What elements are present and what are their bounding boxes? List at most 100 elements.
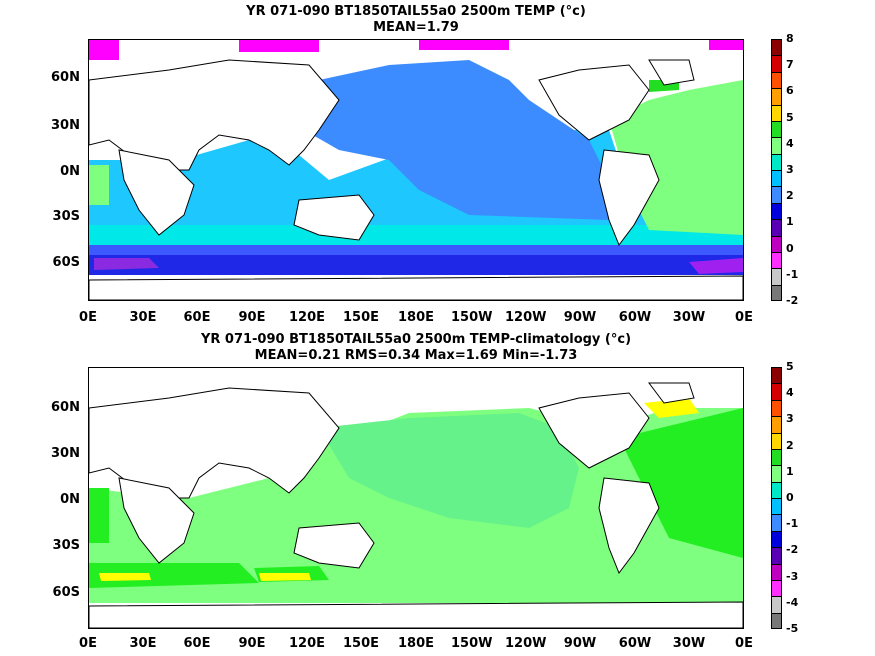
colorbar-segment [771, 481, 782, 498]
colorbar-label: 0 [786, 491, 794, 504]
colorbar-segment [771, 579, 782, 597]
colorbar-label: -5 [786, 622, 799, 635]
top-lon-label: 60E [183, 310, 211, 325]
top-lon-label: 0E [79, 310, 97, 325]
bottom-yellow-center [259, 573, 311, 581]
colorbar-segment [771, 367, 782, 384]
bottom-title-line1: YR 071-090 BT1850TAIL55a0 2500m TEMP-cli… [200, 332, 632, 347]
bottom-yellow-north [644, 398, 699, 418]
colorbar-segment [771, 284, 782, 301]
colorbar-segment [771, 170, 782, 187]
top-purple-patch-west [94, 258, 159, 270]
colorbar-segment [771, 153, 782, 170]
colorbar-segment [771, 120, 782, 138]
colorbar-label: 1 [786, 215, 794, 229]
colorbar-label: -2 [786, 294, 799, 307]
bottom-lon-label: 150W [451, 636, 493, 651]
bottom-lat-30s: 30S [52, 538, 80, 553]
colorbar-label: 3 [786, 412, 794, 426]
top-lon-label: 180E [397, 310, 435, 325]
colorbar-label: -1 [786, 517, 799, 531]
colorbar-segment [771, 416, 782, 433]
colorbar-segment [771, 71, 782, 89]
top-lon-label: 150W [451, 310, 493, 325]
top-arctic-east [419, 40, 509, 50]
bottom-lat-60s: 60S [52, 585, 80, 600]
top-colorbar [771, 39, 782, 301]
top-lon-label: 30W [672, 310, 706, 325]
bottom-lon-label: 60W [618, 636, 652, 651]
colorbar-label: 2 [786, 438, 794, 452]
colorbar-label: 4 [786, 136, 794, 150]
bottom-title-line2: MEAN=0.21 RMS=0.34 Max=1.69 Min=-1.73 [254, 348, 578, 363]
bottom-yellow-west [99, 573, 151, 581]
colorbar-segment [771, 383, 782, 400]
colorbar-segment [771, 498, 782, 515]
top-atlantic-west [89, 165, 109, 205]
colorbar-segment [771, 530, 782, 548]
colorbar-label: 4 [786, 386, 794, 400]
colorbar-label: 0 [786, 241, 794, 255]
colorbar-segment [771, 268, 782, 285]
colorbar-segment [771, 448, 782, 466]
bottom-colorbar [771, 367, 782, 629]
colorbar-label: -1 [786, 267, 799, 281]
colorbar-label: -2 [786, 543, 799, 557]
colorbar-segment [771, 563, 782, 580]
colorbar-segment [771, 612, 782, 629]
colorbar-segment [771, 465, 782, 482]
bottom-panel: YR 071-090 BT1850TAIL55a0 2500m TEMP-cli… [0, 330, 875, 656]
colorbar-segment [771, 399, 782, 417]
top-arctic-west [89, 40, 119, 60]
bottom-map-svg [89, 368, 743, 628]
bottom-lon-label: 0E [79, 636, 97, 651]
top-map-svg [89, 40, 743, 300]
top-purple-patch-east [689, 258, 743, 274]
bottom-south-atlantic [89, 563, 259, 588]
colorbar-label: -4 [786, 595, 799, 609]
bottom-lat-0n: 0N [60, 492, 80, 507]
colorbar-segment [771, 235, 782, 252]
top-lon-label: 30E [129, 310, 157, 325]
colorbar-segment [771, 547, 782, 564]
bottom-lon-label: 0E [735, 636, 753, 651]
top-lon-label: 60W [618, 310, 652, 325]
colorbar-segment [771, 202, 782, 220]
top-lat-0n: 0N [60, 164, 80, 179]
colorbar-label: 5 [786, 110, 794, 124]
top-lon-label: 150E [342, 310, 380, 325]
colorbar-segment [771, 39, 782, 56]
bottom-lon-label: 30E [129, 636, 157, 651]
bottom-atlantic [619, 408, 743, 558]
colorbar-label: 2 [786, 189, 794, 203]
bottom-lat-30n: 30N [51, 446, 80, 461]
top-lon-label: 120W [505, 310, 547, 325]
colorbar-label: -3 [786, 569, 799, 583]
bottom-lon-label: 180E [397, 636, 435, 651]
colorbar-label: 3 [786, 163, 794, 176]
colorbar-segment [771, 88, 782, 105]
top-map [88, 39, 744, 301]
top-pacific [304, 60, 609, 220]
colorbar-segment [771, 55, 782, 72]
bottom-lon-label: 60E [183, 636, 211, 651]
top-lat-60s: 60S [52, 255, 80, 270]
top-lon-label: 90W [563, 310, 597, 325]
bottom-pacific [319, 413, 579, 528]
top-lon-label: 0E [735, 310, 753, 325]
bottom-lon-label: 150E [342, 636, 380, 651]
top-lon-label: 120E [288, 310, 326, 325]
bottom-lon-label: 90W [563, 636, 597, 651]
top-arctic-center [239, 40, 319, 52]
colorbar-segment [771, 137, 782, 154]
bottom-land [89, 382, 743, 628]
top-southern-band [89, 225, 743, 250]
colorbar-label: 7 [786, 58, 794, 72]
bottom-lon-label: 120W [505, 636, 547, 651]
top-land [89, 59, 743, 300]
colorbar-segment [771, 186, 782, 203]
colorbar-label: 5 [786, 360, 794, 373]
colorbar-label: 1 [786, 464, 794, 478]
colorbar-segment [771, 104, 782, 121]
top-title-line2: MEAN=1.79 [373, 20, 459, 35]
